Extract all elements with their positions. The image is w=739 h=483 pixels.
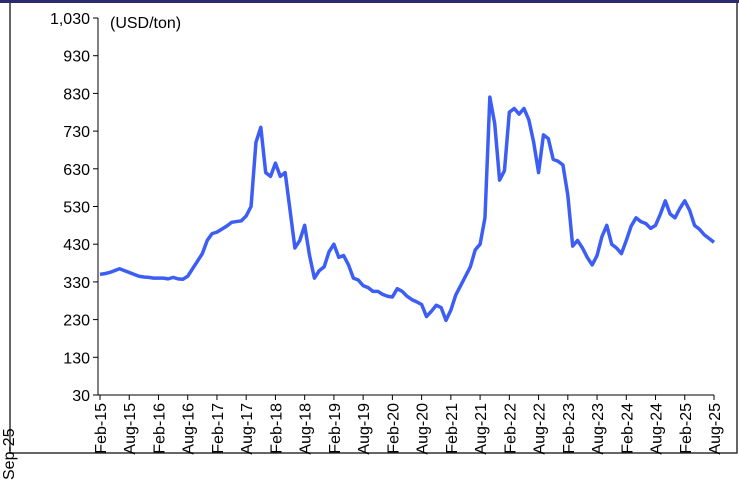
y-tick-label: 530 — [63, 200, 90, 217]
x-tick-label: Aug-15 — [122, 403, 139, 455]
unit-label: (USD/ton) — [110, 15, 181, 32]
x-tick-label: Feb-15 — [93, 403, 110, 454]
x-tick-label: Feb-19 — [327, 403, 344, 454]
y-tick-label: 30 — [72, 388, 90, 405]
x-tick-label: Feb-18 — [268, 403, 285, 454]
x-tick-label: Aug-21 — [473, 403, 490, 455]
x-tick-label: Feb-25 — [678, 403, 695, 454]
y-tick-label: 930 — [63, 49, 90, 66]
x-tick-label: Aug-22 — [532, 403, 549, 455]
x-tick-label: Feb-20 — [385, 403, 402, 454]
x-tick-label: Feb-17 — [210, 403, 227, 454]
y-tick-label: 130 — [63, 350, 90, 367]
x-tick-label: Aug-25 — [707, 403, 724, 455]
x-tick-label: Aug-23 — [590, 403, 607, 455]
cut-label: Sep-25 — [1, 428, 18, 480]
x-tick-label: Feb-24 — [619, 403, 636, 454]
price-line — [99, 95, 716, 323]
x-tick-label: Aug-17 — [239, 403, 256, 455]
y-tick-label: 1,030 — [50, 11, 90, 28]
x-tick-label: Feb-21 — [444, 403, 461, 454]
x-tick-label: Aug-20 — [415, 403, 432, 455]
y-tick-label: 630 — [63, 162, 90, 179]
x-tick-label: Feb-22 — [502, 403, 519, 454]
x-tick-label: Aug-19 — [356, 403, 373, 455]
x-tick-label: Aug-18 — [298, 403, 315, 455]
y-tick-label: 730 — [63, 124, 90, 141]
x-tick-label: Feb-16 — [151, 403, 168, 454]
x-tick-label: Aug-24 — [649, 403, 666, 455]
y-tick-label: 430 — [63, 237, 90, 254]
frame — [9, 0, 738, 454]
y-tick-label: 230 — [63, 313, 90, 330]
x-tick-label: Aug-16 — [181, 403, 198, 455]
x-tick-label: Feb-23 — [561, 403, 578, 454]
y-tick-label: 330 — [63, 275, 90, 292]
y-tick-label: 830 — [63, 86, 90, 103]
top-bar — [0, 0, 739, 3]
